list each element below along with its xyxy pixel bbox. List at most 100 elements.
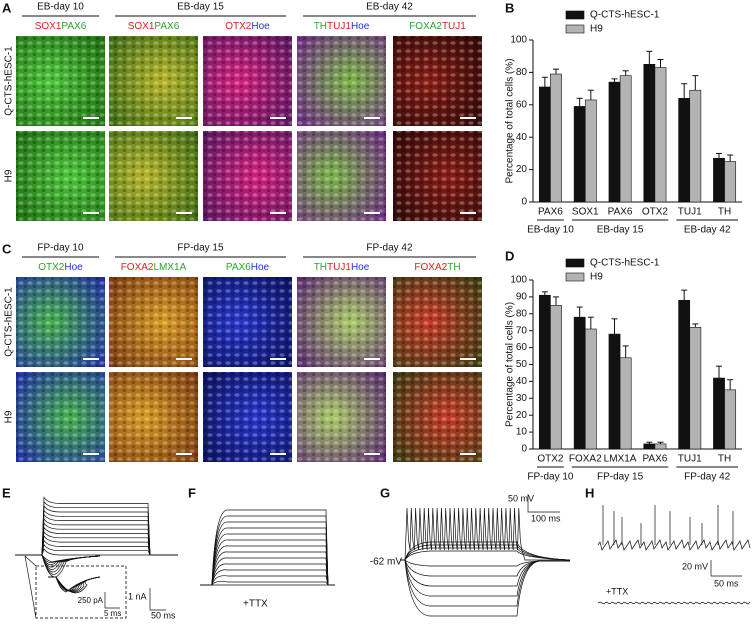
- scale-bar: [104, 592, 120, 609]
- stain-word: Hoe: [64, 262, 83, 273]
- stain-label: FOXA2TUJ1: [409, 21, 466, 32]
- stain-word: Hoe: [351, 262, 370, 273]
- bar: [713, 157, 725, 203]
- stain-label: FOXA2TH: [414, 262, 460, 273]
- micrograph-texture: [393, 36, 482, 126]
- stain-label: OTX2Hoe: [225, 21, 270, 32]
- y-tick-label: 40: [516, 132, 528, 143]
- row-label: H9: [4, 169, 15, 182]
- legend-label: Q-CTS-hESC-1: [590, 10, 660, 21]
- stain-word: SOX1: [128, 21, 155, 32]
- y-tick-label: 60: [516, 99, 528, 110]
- stain-label: SOX1PAX6: [128, 21, 180, 32]
- trace: [48, 576, 101, 594]
- y-tick-label: 50: [516, 359, 528, 370]
- micrograph-texture: [393, 131, 482, 221]
- trace: [15, 496, 178, 556]
- stain-word: TH: [447, 262, 460, 273]
- scale-bar: [710, 560, 742, 577]
- stain-word: TH: [314, 262, 327, 273]
- group-label: FP-day 10: [527, 472, 574, 483]
- micrograph-texture: [109, 131, 198, 221]
- trace: [200, 557, 335, 586]
- x-tick-label: FOXA2: [569, 454, 602, 465]
- stain-word: PAX6: [154, 21, 179, 32]
- trace-label: 250 pA: [78, 596, 104, 605]
- stage-header: EB-day 10: [37, 2, 84, 13]
- legend-swatch: [565, 258, 585, 268]
- trace: [15, 522, 178, 556]
- trace: [400, 541, 571, 561]
- micrograph-texture: [203, 372, 292, 462]
- x-tick-label: TUJ1: [678, 207, 702, 218]
- bar: [678, 98, 691, 203]
- group-label: EB-day 15: [597, 225, 644, 236]
- trace-label: -62 mV: [370, 557, 403, 568]
- panel-letter: D: [505, 248, 514, 263]
- micrograph-texture: [16, 36, 105, 126]
- trace-label: 50 ms: [714, 578, 739, 588]
- legend-label: H9: [590, 272, 603, 283]
- row-label: Q-CTS-hESC-1: [4, 287, 15, 357]
- trace: [48, 576, 101, 592]
- y-axis-label: Percentage of total cells (%): [505, 58, 516, 183]
- bar: [584, 99, 597, 203]
- stain-word: PAX6: [61, 21, 86, 32]
- stage-header: FP-day 42: [366, 243, 413, 254]
- trace-label: 50 mV: [508, 493, 534, 503]
- bar: [538, 86, 551, 203]
- trace-label: +TTX: [606, 586, 628, 596]
- inset-guide: [24, 555, 37, 619]
- trace: [15, 504, 178, 556]
- y-tick-label: 0: [521, 444, 527, 455]
- stain-label: FOXA2LMX1A: [121, 262, 187, 273]
- bar: [713, 377, 725, 450]
- y-tick-label: 20: [516, 410, 528, 421]
- group-label: FP-day 15: [597, 472, 644, 483]
- stain-word: Hoe: [251, 262, 270, 273]
- bar: [678, 299, 691, 450]
- panel-letter: H: [585, 485, 594, 500]
- micrograph-texture: [297, 372, 386, 462]
- bar: [643, 64, 656, 203]
- trace: [400, 559, 570, 567]
- bar: [573, 316, 586, 450]
- y-tick-label: 70: [516, 325, 528, 336]
- trace: [400, 559, 570, 617]
- trace: [400, 559, 570, 587]
- micrograph-texture: [297, 277, 386, 367]
- y-tick-label: 60: [516, 342, 528, 353]
- stain-word: SOX1: [35, 21, 62, 32]
- x-tick-label: TH: [718, 454, 731, 465]
- stain-word: TUJ1: [442, 21, 466, 32]
- panel-letter: E: [2, 485, 11, 500]
- trace: [48, 576, 101, 592]
- stage-header: EB-day 42: [366, 2, 413, 13]
- row-label: Q-CTS-hESC-1: [4, 46, 15, 116]
- bar: [573, 106, 586, 203]
- stain-word: LMX1A: [154, 262, 187, 273]
- y-tick-label: 20: [516, 164, 528, 175]
- y-axis-label: Percentage of total cells (%): [505, 302, 516, 427]
- y-tick-label: 90: [516, 292, 528, 303]
- stain-word: TUJ1: [327, 21, 351, 32]
- legend-label: H9: [590, 24, 603, 35]
- trace: [15, 530, 178, 556]
- stain-word: FOXA2: [121, 262, 154, 273]
- panel-letter: F: [188, 485, 196, 500]
- trace: [200, 521, 335, 586]
- stage-header: EB-day 15: [177, 2, 224, 13]
- trace: [41, 554, 101, 578]
- trace: [15, 513, 178, 556]
- legend-swatch: [565, 10, 585, 20]
- x-tick-label: PAX6: [538, 207, 563, 218]
- stain-label: OTX2Hoe: [38, 262, 83, 273]
- legend-label: Q-CTS-hESC-1: [590, 258, 660, 269]
- trace: [400, 559, 570, 607]
- panel-letter: C: [2, 241, 12, 256]
- x-tick-label: PAX6: [608, 207, 633, 218]
- scale-bar: [527, 494, 560, 513]
- micrograph-texture: [109, 36, 198, 126]
- trace: [15, 548, 178, 556]
